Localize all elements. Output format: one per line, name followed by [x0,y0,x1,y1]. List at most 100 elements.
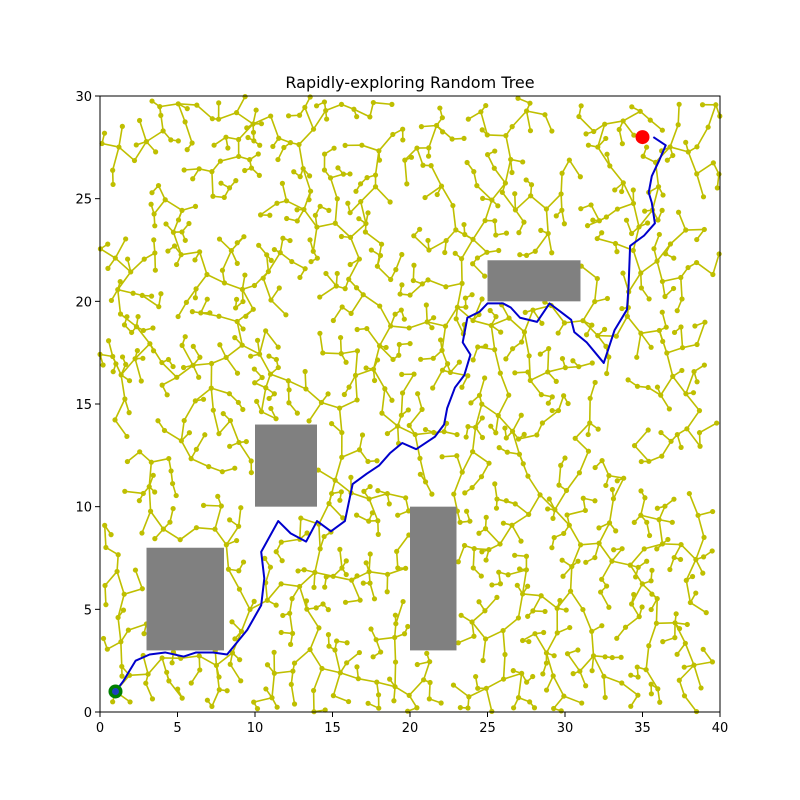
tree-node [411,233,417,239]
tree-node [662,251,669,257]
tree-edge [645,669,659,690]
tree-node [367,580,373,586]
tree-edge [603,676,606,698]
tree-node [174,374,180,380]
tree-node [112,417,118,423]
tree-edge [525,110,532,131]
tree-node [223,134,229,140]
tree-node [310,248,316,254]
tree-node [666,406,672,412]
tree-node [337,546,343,552]
tree-edge [511,414,522,432]
tree-node [549,394,555,400]
tree-node [104,646,110,652]
tree-node [236,153,242,160]
tree-edge [218,111,237,120]
tree-edge [211,171,214,197]
tree-node [271,649,277,655]
tree-node [681,664,687,670]
tree-edge [346,651,360,664]
tree-node [211,142,217,148]
tree-node [555,330,561,336]
tree-node [476,599,482,605]
tree-node [397,291,403,297]
tree-node [139,292,145,299]
tree-edge [309,627,320,650]
tree-edge [387,567,406,576]
tree-edge [238,588,251,610]
tree-node [317,330,323,336]
tree-node [520,461,526,467]
tree-edge [355,368,374,377]
tree-edge [686,428,701,447]
tree-node [271,391,277,397]
tree-node [497,541,503,547]
tree-node [353,285,360,291]
tree-node [552,507,558,513]
tree-node [102,522,108,528]
tree-edge [334,222,352,238]
x-tick-label: 40 [712,721,729,736]
tree-node [170,505,176,512]
tree-node [295,568,301,574]
tree-node [166,678,172,684]
tree-edge [579,670,587,687]
tree-node [216,674,222,680]
tree-edge [574,437,590,452]
tree-node [245,134,251,141]
tree-node [324,116,330,122]
tree-node [275,344,281,350]
tree-edge [502,630,506,655]
tree-node [227,417,234,424]
tree-node [296,141,302,148]
tree-node [311,584,317,590]
tree-node [146,484,152,490]
tree-node [509,124,515,130]
tree-node [301,206,307,213]
tree-node [190,343,196,349]
tree-edge [696,162,714,175]
tree-edge [441,350,452,373]
tree-node [469,619,475,625]
tree-edge [341,449,360,458]
tree-edge [480,111,489,136]
tree-node [314,255,320,261]
tree-node [239,286,246,292]
tree-node [439,347,445,353]
tree-edge [593,278,599,302]
tree-node [471,633,477,639]
tree-edge [628,272,642,293]
tree-node [482,273,488,279]
tree-node [159,655,165,661]
tree-edge [563,695,583,704]
tree-node [124,314,130,320]
tree-node [235,399,241,406]
tree-node [516,566,523,572]
tree-edge [521,569,528,595]
tree-edge [404,147,418,161]
tree-node [648,691,654,697]
tree-node [495,412,501,419]
tree-node [145,671,151,677]
tree-node [192,203,199,209]
tree-edge [333,575,352,581]
tree-edge [368,492,388,500]
tree-node [354,573,360,579]
tree-node [497,581,504,587]
tree-node [431,429,437,436]
tree-node [105,338,112,344]
tree-node [234,318,240,325]
tree-node [135,313,141,320]
tree-node [545,400,551,406]
tree-edge [401,373,415,394]
tree-node [143,680,149,686]
tree-node [232,335,238,341]
tree-node [396,341,402,348]
tree-edge [194,387,212,402]
tree-node [439,454,445,460]
tree-node [664,350,670,356]
tree-node [462,295,469,301]
tree-node [638,330,644,336]
tree-edge [362,294,381,307]
